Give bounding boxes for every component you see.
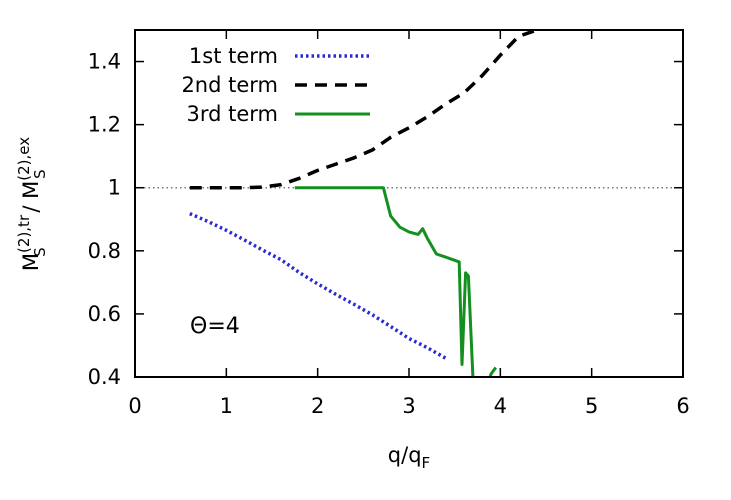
x-tick-label: 3 (402, 394, 415, 418)
y-label-left-sub: S (31, 247, 49, 257)
y-tick-label: 0.6 (88, 302, 121, 326)
x-tick-label: 1 (220, 394, 233, 418)
x-tick-label: 2 (311, 394, 324, 418)
y-tick-label: 0.4 (88, 365, 121, 389)
y-label-right-sub: S (31, 169, 49, 179)
theta-annotation: Θ=4 (190, 314, 240, 339)
legend-label-3: 3rd term (186, 102, 278, 126)
x-tick-label: 5 (585, 394, 598, 418)
y-label-right-base: M (19, 181, 43, 199)
y-tick-label: 1.4 (88, 50, 121, 74)
x-axis-label-sub: F (422, 454, 431, 472)
y-axis: 0.4 0.6 0.8 1 1.2 1.4 (88, 50, 683, 389)
y-label-sep: / (19, 199, 43, 219)
y-tick-label: 1 (108, 176, 121, 200)
y-tick-label: 0.8 (88, 239, 121, 263)
y-tick-label: 1.2 (88, 113, 121, 137)
legend: 1st term 2nd term 3rd term (181, 44, 370, 126)
y-label-left-base: M (19, 253, 43, 271)
x-tick-label: 6 (676, 394, 689, 418)
x-axis: 0 1 2 3 4 5 6 (128, 30, 690, 418)
legend-label-1: 1st term (189, 44, 278, 68)
y-axis-label: M(2),trS / M(2),exS (15, 137, 49, 271)
x-axis-label-main: q/q (388, 443, 422, 467)
x-tick-label: 4 (494, 394, 507, 418)
y-label-right-sup: (2),ex (15, 137, 33, 181)
x-tick-label: 0 (128, 394, 141, 418)
legend-label-2: 2nd term (181, 73, 278, 97)
x-axis-label: q/qF (388, 443, 430, 472)
series-layer (189, 30, 538, 377)
y-label-left-sup: (2),tr (15, 214, 33, 253)
series-line-3 (294, 186, 498, 377)
